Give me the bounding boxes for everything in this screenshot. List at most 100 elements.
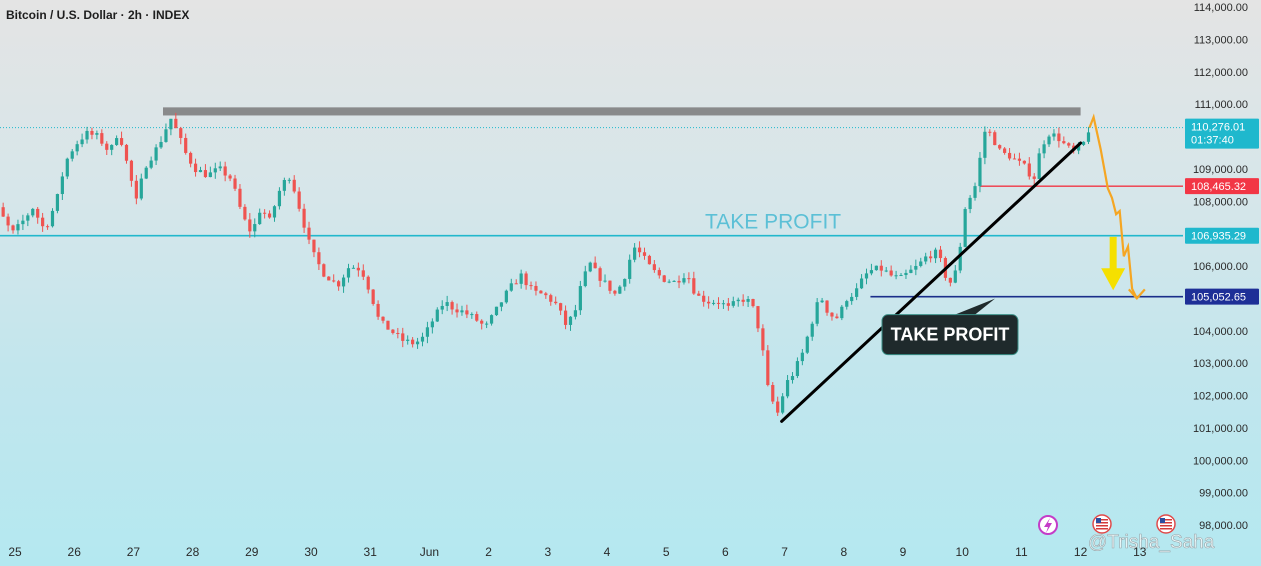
candle bbox=[785, 375, 790, 399]
candle bbox=[420, 332, 425, 347]
candle bbox=[16, 219, 20, 235]
candle bbox=[539, 290, 543, 294]
candle bbox=[692, 271, 696, 295]
candle bbox=[307, 221, 311, 245]
candle bbox=[366, 275, 370, 294]
candle bbox=[682, 273, 686, 285]
price-tick-label: 109,000.00 bbox=[1193, 164, 1248, 176]
candle bbox=[973, 182, 977, 201]
candle bbox=[258, 208, 262, 225]
candle bbox=[164, 123, 168, 143]
candle bbox=[1032, 173, 1036, 185]
candle bbox=[697, 290, 701, 296]
candle bbox=[588, 261, 592, 273]
candle bbox=[963, 207, 967, 248]
candle bbox=[618, 285, 622, 294]
candle bbox=[1017, 152, 1022, 166]
candle bbox=[386, 320, 390, 330]
price-tick-label: 111,000.00 bbox=[1195, 99, 1248, 111]
current-price-badge-countdown: 01:37:40 bbox=[1191, 135, 1234, 147]
candle bbox=[203, 164, 208, 178]
candle bbox=[889, 265, 893, 277]
candle bbox=[919, 257, 923, 268]
candle bbox=[401, 327, 405, 348]
candle bbox=[435, 307, 439, 322]
candle bbox=[361, 264, 365, 281]
watermark-text: @Trisha_Saha bbox=[1088, 532, 1215, 553]
candle bbox=[549, 293, 553, 306]
candle bbox=[554, 296, 558, 305]
time-tick-label: 30 bbox=[304, 545, 318, 559]
time-axis[interactable]: 25 26 27 28 29 30 31 Jun 2 3 4 5 6 7 8 9 10 11 12 13 bbox=[8, 545, 1146, 559]
candle bbox=[60, 172, 64, 201]
candle bbox=[1047, 134, 1051, 147]
candle bbox=[958, 242, 962, 274]
candle bbox=[983, 126, 987, 165]
candle bbox=[174, 112, 178, 129]
price-tick-label: 102,000.00 bbox=[1193, 391, 1248, 403]
candle bbox=[1, 202, 5, 217]
candle bbox=[677, 275, 681, 289]
uptrend-line[interactable] bbox=[780, 141, 1083, 423]
candle bbox=[263, 209, 267, 219]
candle bbox=[100, 129, 104, 146]
take-profit-label-2: TAKE PROFIT bbox=[891, 325, 1010, 345]
take-profit-callout[interactable]: TAKE PROFIT bbox=[881, 298, 1019, 356]
candle bbox=[198, 166, 203, 173]
candle bbox=[415, 337, 420, 349]
candle bbox=[341, 274, 346, 293]
candle bbox=[879, 260, 883, 277]
candle bbox=[776, 396, 780, 416]
time-tick-label: 26 bbox=[68, 545, 82, 559]
candle bbox=[470, 312, 474, 319]
candle bbox=[154, 144, 158, 166]
price-tick-label: 100,000.00 bbox=[1193, 455, 1248, 467]
candle bbox=[529, 281, 533, 290]
candle bbox=[351, 265, 356, 269]
price-tick-label: 106,000.00 bbox=[1193, 261, 1248, 273]
candle bbox=[248, 213, 252, 238]
candle bbox=[716, 297, 721, 310]
candle bbox=[608, 280, 612, 294]
candle bbox=[559, 302, 563, 316]
candle bbox=[820, 297, 824, 303]
candle bbox=[169, 118, 173, 136]
candle bbox=[139, 173, 143, 201]
candle bbox=[31, 207, 35, 218]
candle bbox=[795, 357, 800, 379]
candle bbox=[381, 316, 385, 324]
time-tick-label: 8 bbox=[840, 545, 847, 559]
price-axis[interactable]: 98,000.00 99,000.00 100,000.00 101,000.00 10… bbox=[1193, 2, 1248, 532]
candle bbox=[6, 213, 10, 232]
candle bbox=[115, 135, 119, 146]
candle bbox=[850, 292, 854, 305]
candle bbox=[598, 266, 602, 287]
candle bbox=[105, 141, 109, 155]
candle bbox=[322, 263, 326, 278]
candle bbox=[213, 162, 217, 179]
candle bbox=[746, 295, 750, 308]
time-tick-label: 12 bbox=[1074, 545, 1088, 559]
time-tick-label: 6 bbox=[722, 545, 729, 559]
candle bbox=[179, 126, 183, 145]
time-tick-label: 7 bbox=[781, 545, 788, 559]
candle bbox=[124, 143, 129, 164]
candle bbox=[514, 279, 518, 285]
price-tick-label: 103,000.00 bbox=[1193, 358, 1248, 370]
candle bbox=[480, 319, 484, 330]
candle bbox=[924, 252, 928, 265]
candle bbox=[657, 267, 661, 279]
candle bbox=[149, 156, 153, 170]
chart-title: Bitcoin / U.S. Dollar · 2h · INDEX bbox=[6, 8, 190, 22]
candle bbox=[80, 133, 84, 148]
candle bbox=[95, 130, 99, 140]
tp1-price-badge-price: 106,935.29 bbox=[1191, 231, 1246, 243]
candle bbox=[593, 256, 597, 269]
candle bbox=[90, 127, 94, 140]
time-tick-label: 4 bbox=[604, 545, 611, 559]
time-tick-label: 2 bbox=[485, 545, 492, 559]
candle bbox=[11, 224, 15, 234]
